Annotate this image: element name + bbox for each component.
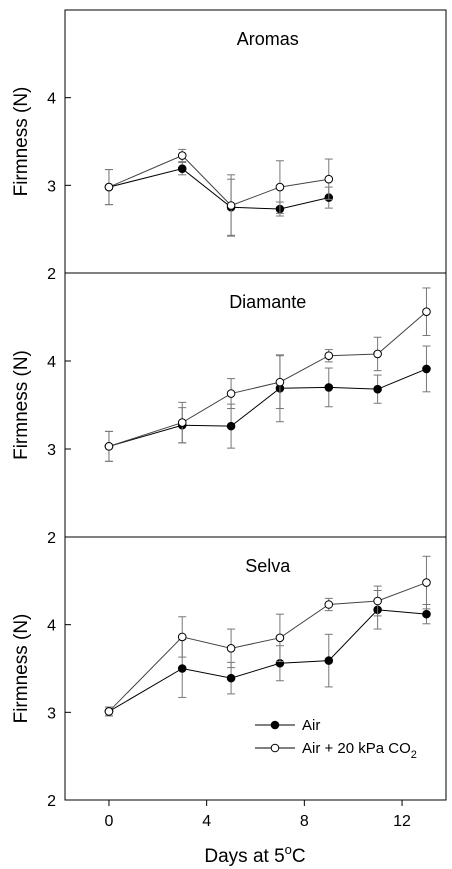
panel-title: Diamante xyxy=(229,292,306,312)
data-point xyxy=(373,384,382,394)
x-tick-label: 4 xyxy=(202,813,211,830)
series-air xyxy=(104,589,431,717)
panel-title: Selva xyxy=(245,556,291,576)
x-tick-label: 0 xyxy=(105,813,114,830)
panel-diamante: 2 3 4 Firmness (N) Diamante xyxy=(11,272,447,547)
panel-aromas: 2 3 4 Firmness (N) Aromas xyxy=(11,9,447,283)
data-point xyxy=(324,656,334,665)
legend-air-marker xyxy=(270,720,280,730)
series-line xyxy=(108,368,427,447)
y-tick-label: 3 xyxy=(47,705,56,722)
data-point xyxy=(324,174,334,184)
data-point xyxy=(422,578,431,587)
y-axis-label: Firmness (N) xyxy=(11,614,32,724)
x-tick-label: 12 xyxy=(393,813,411,830)
legend-air-label: Air xyxy=(302,717,320,734)
data-point xyxy=(373,349,382,359)
x-axis-label: Days at 5oC xyxy=(204,842,305,867)
x-axis: 0 4 8 12 xyxy=(105,800,411,830)
data-point xyxy=(226,201,236,210)
data-point xyxy=(226,421,236,431)
data-point xyxy=(177,164,187,173)
data-point xyxy=(177,664,187,673)
data-point xyxy=(324,351,334,361)
series-air xyxy=(104,345,431,462)
data-point xyxy=(177,632,187,642)
y-tick-label: 2 xyxy=(47,530,56,547)
y-axis-label: Firmness (N) xyxy=(11,350,32,460)
legend: Air Air + 20 kPa CO2 xyxy=(255,717,417,761)
data-point xyxy=(275,633,285,643)
panel-title: Aromas xyxy=(237,29,299,49)
series-line xyxy=(108,168,329,210)
y-tick-label: 4 xyxy=(47,91,56,108)
data-point xyxy=(275,377,285,387)
data-point xyxy=(177,418,187,427)
y-axis-label: Firmness (N) xyxy=(11,87,32,197)
y-tick-label: 4 xyxy=(47,618,56,635)
panel-frame xyxy=(64,272,447,538)
data-point xyxy=(373,596,382,606)
data-point xyxy=(422,609,431,619)
data-point xyxy=(177,151,187,160)
series-line xyxy=(108,609,427,712)
series-co2 xyxy=(104,287,431,462)
panels: 2 3 4 Firmness (N) Aromas 2 3 4 Firmness (N) Diam… xyxy=(11,9,447,810)
y-tick-label: 2 xyxy=(47,266,56,283)
data-point xyxy=(275,182,285,192)
y-tick-label: 3 xyxy=(47,442,56,459)
data-point xyxy=(104,182,114,192)
data-point xyxy=(226,389,236,398)
y-tick-label: 4 xyxy=(47,354,56,371)
series-line xyxy=(108,311,427,447)
panel-frame xyxy=(64,536,447,801)
legend-co2-marker xyxy=(270,743,280,753)
data-point xyxy=(104,442,114,451)
data-point xyxy=(324,600,334,609)
y-tick-label: 2 xyxy=(47,793,56,810)
series-co2 xyxy=(104,555,431,717)
panel-selva: 2 3 4 Firmness (N) Selva xyxy=(11,536,447,810)
data-point xyxy=(104,707,114,716)
panel-frame xyxy=(64,9,447,274)
x-tick-label: 8 xyxy=(300,813,309,830)
data-point xyxy=(226,673,236,683)
series-co2 xyxy=(104,148,334,237)
series-air xyxy=(104,162,334,236)
data-point xyxy=(324,383,334,392)
data-point xyxy=(226,644,236,653)
y-tick-label: 3 xyxy=(47,178,56,195)
data-point xyxy=(422,364,431,374)
data-point xyxy=(422,307,431,317)
legend-co2-label: Air + 20 kPa CO2 xyxy=(302,740,417,761)
